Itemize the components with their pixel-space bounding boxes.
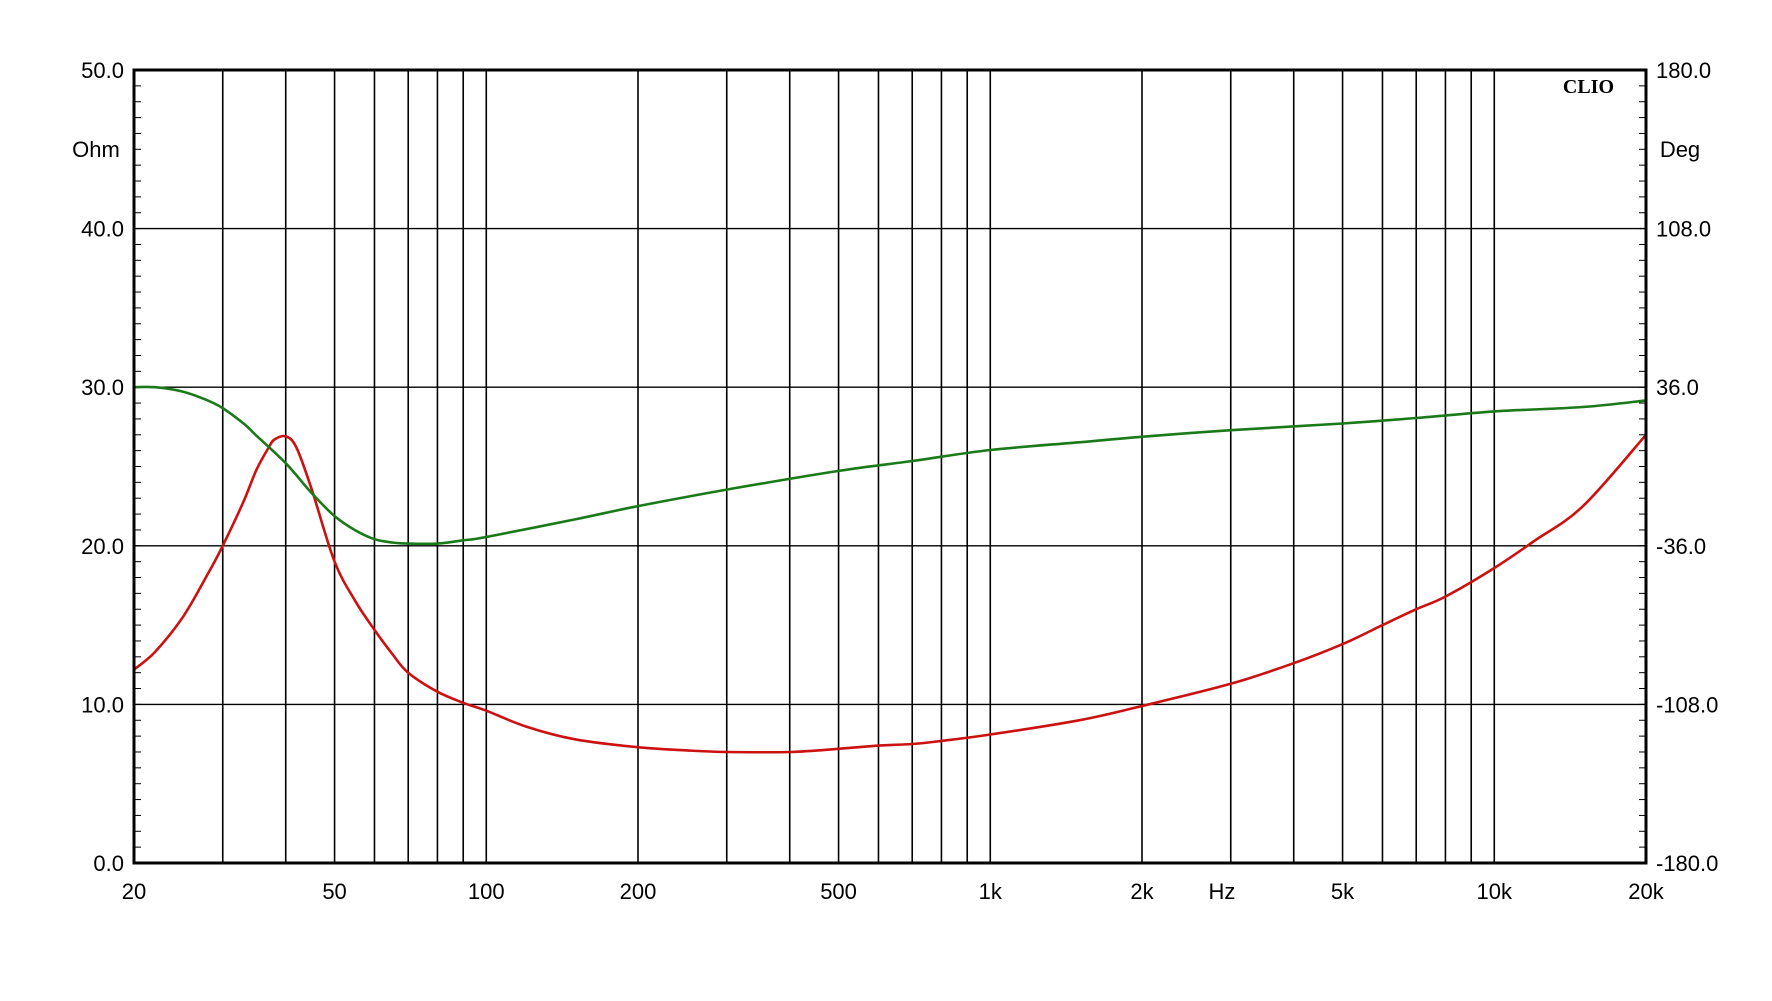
y-left-tick-label: 30.0 <box>81 375 124 400</box>
x-tick-label: 50 <box>322 879 346 904</box>
y-right-tick-label: 108.0 <box>1656 217 1711 242</box>
y-right-tick-label: -36.0 <box>1656 534 1706 559</box>
x-tick-label: 200 <box>620 879 657 904</box>
x-tick-label: 1k <box>979 879 1003 904</box>
x-tick-label: 5k <box>1331 879 1355 904</box>
x-tick-label: 20k <box>1628 879 1664 904</box>
x-tick-label: 2k <box>1130 879 1154 904</box>
tick-labels: 0.0 10.0 20.0 30.0 40.0 50.0 -180.0 -108.0 -36.0… <box>81 58 1718 904</box>
brand-logo: CLIO <box>1563 76 1614 98</box>
y-right-tick-label: 36.0 <box>1656 375 1699 400</box>
y-left-tick-label: 40.0 <box>81 217 124 242</box>
y-left-tick-label: 10.0 <box>81 692 124 717</box>
plot-frame <box>132 68 1648 865</box>
x-tick-label: 500 <box>820 879 857 904</box>
y-left-tick-label: 20.0 <box>81 534 124 559</box>
x-axis-unit: Hz <box>1209 879 1236 904</box>
phase-curve <box>133 385 1647 546</box>
y-right-tick-label: -108.0 <box>1656 692 1718 717</box>
y-left-tick-label: 0.0 <box>93 851 124 876</box>
y-right-tick-label: 180.0 <box>1656 58 1711 83</box>
x-tick-label: 20 <box>122 879 146 904</box>
series-layer <box>133 385 1647 754</box>
left-axis-unit: Ohm <box>72 137 120 162</box>
y-right-tick-label: -180.0 <box>1656 851 1718 876</box>
y-left-tick-label: 50.0 <box>81 58 124 83</box>
right-axis-unit: Deg <box>1660 137 1700 162</box>
x-tick-label: 10k <box>1477 879 1513 904</box>
x-tick-label: 100 <box>468 879 505 904</box>
